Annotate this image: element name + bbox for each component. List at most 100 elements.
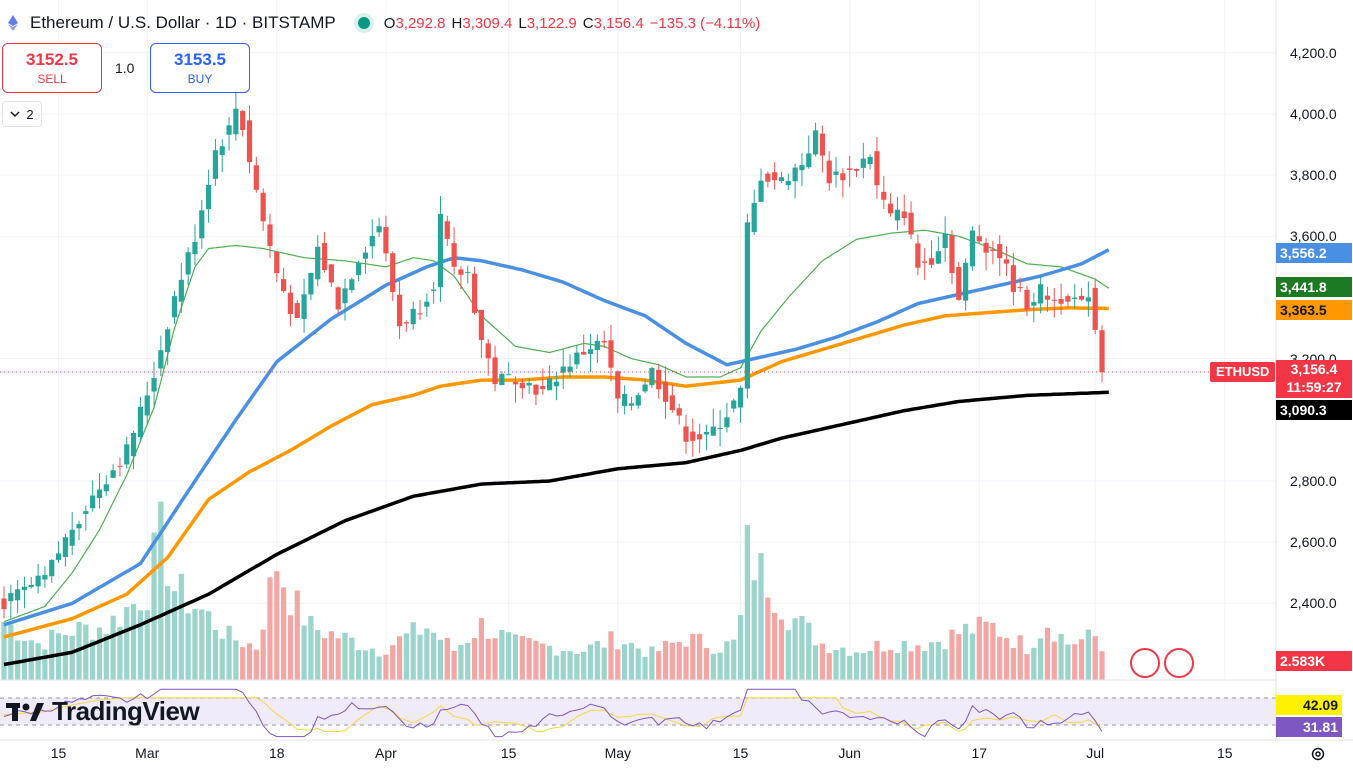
candle[interactable] [62, 537, 68, 557]
candle[interactable] [199, 210, 205, 239]
settings-gear-icon[interactable] [1310, 746, 1326, 762]
candle[interactable] [812, 130, 819, 155]
candle[interactable] [492, 357, 498, 385]
candle[interactable] [281, 279, 287, 291]
candle[interactable] [860, 158, 866, 168]
candle[interactable] [158, 350, 164, 369]
candle[interactable] [1017, 287, 1023, 289]
candle[interactable] [594, 340, 600, 350]
candle[interactable] [294, 303, 300, 318]
candle[interactable] [96, 489, 103, 499]
candle[interactable] [935, 251, 941, 264]
candle[interactable] [662, 381, 669, 402]
candle[interactable] [451, 243, 457, 267]
candle[interactable] [922, 261, 928, 263]
candle[interactable] [144, 395, 150, 416]
candle[interactable] [642, 384, 648, 392]
candle[interactable] [690, 431, 696, 441]
candle[interactable] [963, 262, 969, 301]
candle[interactable] [656, 369, 662, 390]
candle[interactable] [15, 589, 21, 601]
candle[interactable] [915, 243, 921, 268]
candle[interactable] [533, 384, 539, 395]
candle[interactable] [833, 171, 839, 175]
candle[interactable] [969, 230, 976, 267]
candle[interactable] [928, 258, 935, 265]
candle[interactable] [744, 222, 750, 389]
candle[interactable] [130, 432, 137, 457]
candle[interactable] [117, 465, 123, 467]
candle[interactable] [703, 431, 710, 435]
candle[interactable] [417, 313, 423, 315]
candle[interactable] [335, 287, 341, 310]
candle[interactable] [1099, 330, 1105, 373]
candle[interactable] [710, 426, 716, 436]
candle[interactable] [724, 417, 730, 428]
candle[interactable] [103, 484, 109, 492]
candle[interactable] [465, 271, 471, 273]
candle[interactable] [881, 191, 887, 200]
candle[interactable] [90, 495, 96, 509]
candle[interactable] [826, 160, 832, 184]
symbol-title[interactable]: Ethereum / U.S. Dollar · 1D · BITSTAMP [30, 13, 336, 32]
candle[interactable] [28, 584, 34, 588]
candle[interactable] [76, 524, 82, 529]
candle[interactable] [526, 382, 532, 386]
candle[interactable] [792, 167, 798, 182]
candle[interactable] [506, 374, 512, 376]
candle[interactable] [362, 252, 369, 259]
candle[interactable] [581, 351, 587, 355]
candle[interactable] [328, 264, 334, 283]
candle[interactable] [949, 235, 955, 274]
candle[interactable] [308, 272, 314, 295]
candle[interactable] [615, 371, 621, 399]
candle[interactable] [151, 378, 157, 392]
candle[interactable] [171, 296, 178, 318]
candle[interactable] [219, 146, 225, 156]
us-event-flag-icon[interactable] [1130, 648, 1160, 678]
candle[interactable] [547, 378, 553, 391]
candle[interactable] [431, 289, 437, 291]
candle[interactable] [499, 373, 505, 386]
candle[interactable] [444, 221, 450, 239]
candle[interactable] [137, 406, 143, 438]
candle[interactable] [55, 553, 62, 560]
candle[interactable] [888, 203, 894, 214]
candle[interactable] [622, 393, 628, 407]
candle[interactable] [874, 151, 880, 186]
candle[interactable] [8, 593, 14, 602]
candle[interactable] [1065, 296, 1071, 302]
candle[interactable] [471, 273, 478, 313]
candle[interactable] [853, 168, 860, 171]
candle[interactable] [840, 173, 846, 181]
candle[interactable] [356, 263, 362, 276]
sell-button[interactable]: 3152.5 SELL [2, 43, 102, 93]
candle[interactable] [1038, 284, 1044, 304]
candle[interactable] [260, 192, 266, 222]
candle[interactable] [274, 251, 280, 274]
candle[interactable] [206, 184, 212, 210]
candle[interactable] [485, 343, 491, 359]
candle[interactable] [240, 110, 246, 131]
candle[interactable] [349, 279, 355, 291]
candle[interactable] [737, 387, 744, 408]
candle[interactable] [1031, 302, 1037, 306]
candle[interactable] [669, 395, 675, 411]
candle[interactable] [178, 279, 184, 302]
candle[interactable] [635, 395, 641, 406]
candle[interactable] [390, 253, 396, 292]
candle[interactable] [778, 177, 785, 182]
candle[interactable] [867, 156, 873, 165]
candle[interactable] [553, 381, 560, 387]
candle[interactable] [1044, 295, 1051, 300]
candle[interactable] [717, 428, 723, 430]
candle[interactable] [901, 211, 907, 218]
candle[interactable] [396, 294, 403, 327]
candle[interactable] [574, 352, 580, 365]
candle[interactable] [628, 403, 635, 406]
candle[interactable] [376, 226, 382, 233]
candle[interactable] [649, 368, 655, 386]
candle[interactable] [342, 288, 348, 304]
candle[interactable] [601, 341, 607, 343]
candle[interactable] [410, 308, 416, 325]
